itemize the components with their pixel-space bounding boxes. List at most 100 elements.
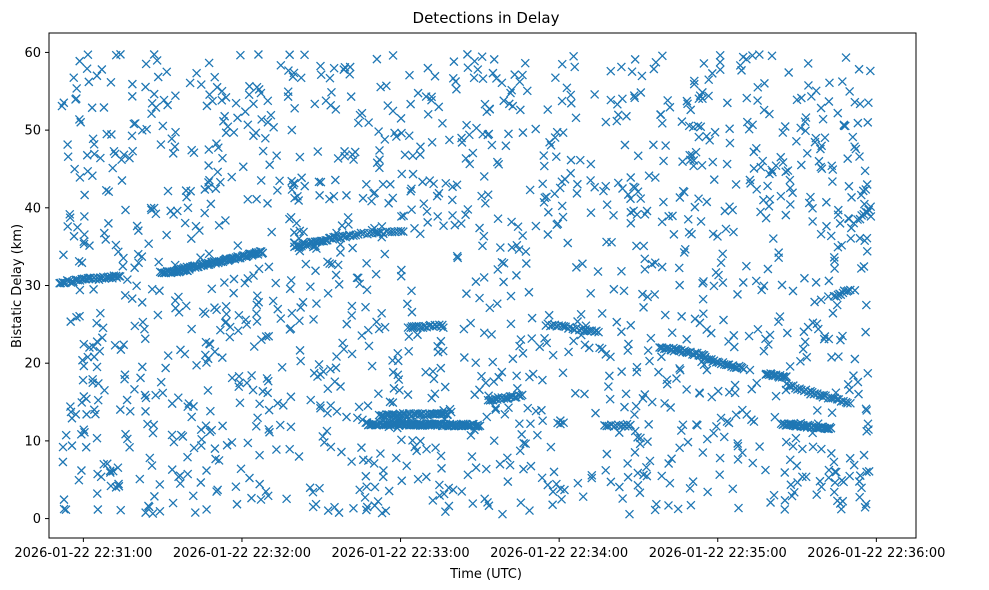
detection-point — [543, 480, 553, 490]
detection-point — [374, 127, 384, 137]
detection-point — [243, 438, 253, 448]
detection-point — [309, 315, 319, 324]
detection-point — [796, 93, 806, 103]
detection-point — [831, 467, 841, 477]
detection-point — [249, 342, 259, 352]
detection-point — [861, 300, 871, 310]
detection-point — [185, 78, 195, 88]
detection-point — [346, 92, 356, 102]
detection-point — [384, 198, 394, 208]
detection-point — [606, 95, 616, 105]
detection-point — [792, 95, 802, 105]
detection-point — [718, 249, 728, 259]
detection-point — [504, 403, 513, 413]
detection-point — [707, 68, 717, 78]
detection-point — [737, 448, 747, 458]
detection-point — [322, 426, 332, 436]
detection-point — [402, 461, 412, 471]
detection-point — [479, 171, 489, 181]
detection-point — [601, 349, 611, 359]
detection-point — [174, 307, 184, 317]
detection-point — [616, 62, 626, 72]
detection-point — [212, 82, 222, 92]
detection-point — [828, 308, 838, 318]
detection-point — [93, 469, 103, 479]
detection-point — [222, 440, 232, 450]
detection-point — [860, 166, 870, 176]
detection-point — [780, 122, 790, 131]
detection-point — [752, 378, 762, 388]
detection-point — [101, 235, 111, 244]
detection-point — [650, 173, 660, 182]
detection-point — [464, 130, 474, 140]
detection-point — [295, 226, 305, 236]
detection-point — [79, 339, 89, 349]
detection-point — [538, 416, 548, 426]
detection-point — [781, 167, 791, 177]
detection-point — [755, 442, 765, 452]
detection-point — [811, 133, 821, 143]
detection-point — [372, 317, 382, 327]
detection-point — [210, 303, 219, 313]
detection-point — [212, 487, 222, 497]
detection-point — [158, 388, 168, 398]
detection-point — [286, 212, 296, 222]
detection-point — [471, 358, 481, 368]
detection-point — [749, 164, 759, 173]
detection-point — [357, 331, 367, 341]
detection-point — [200, 208, 210, 218]
detection-point — [606, 66, 616, 76]
detection-point — [630, 447, 640, 457]
detection-point — [489, 54, 499, 64]
detection-point — [785, 455, 795, 465]
detection-point — [859, 450, 869, 460]
detection-point — [718, 278, 728, 288]
detection-point — [468, 499, 478, 509]
detection-point — [283, 66, 293, 76]
detection-point — [715, 57, 725, 67]
detection-point — [81, 442, 91, 452]
detection-point — [733, 441, 743, 451]
detection-point — [423, 217, 433, 227]
detection-point — [633, 468, 643, 478]
detection-point — [206, 199, 216, 209]
detection-point — [730, 388, 740, 398]
detection-point — [566, 98, 576, 108]
detection-point — [758, 156, 768, 166]
track-point — [115, 271, 125, 281]
detection-point — [673, 504, 683, 514]
detection-point — [542, 338, 552, 348]
detection-point — [623, 472, 633, 482]
detection-point — [364, 341, 374, 351]
detection-point — [504, 129, 513, 139]
detection-point — [233, 113, 242, 123]
detection-point — [546, 442, 556, 452]
detection-point — [255, 399, 265, 409]
detection-point — [679, 187, 689, 197]
detection-point — [457, 133, 466, 143]
detection-point — [862, 246, 872, 256]
detection-point — [816, 162, 826, 172]
detection-point — [191, 221, 201, 231]
detection-point — [290, 193, 300, 203]
detection-point — [89, 284, 99, 294]
detection-point — [416, 142, 425, 152]
track-point — [711, 357, 721, 367]
detection-point — [324, 194, 334, 204]
detection-point — [120, 290, 130, 300]
detection-point — [845, 86, 855, 96]
detection-point — [684, 227, 694, 237]
detection-point — [353, 118, 363, 128]
detection-point — [601, 465, 611, 475]
track-point — [203, 260, 213, 270]
detection-point — [358, 193, 368, 203]
detection-point — [362, 482, 372, 492]
detection-point — [685, 150, 695, 160]
detection-point — [721, 224, 731, 234]
detection-point — [457, 486, 467, 496]
detection-point — [761, 334, 770, 344]
detection-point — [252, 194, 262, 204]
detection-point — [305, 483, 315, 493]
detection-point — [659, 156, 669, 166]
detection-point — [675, 193, 685, 202]
